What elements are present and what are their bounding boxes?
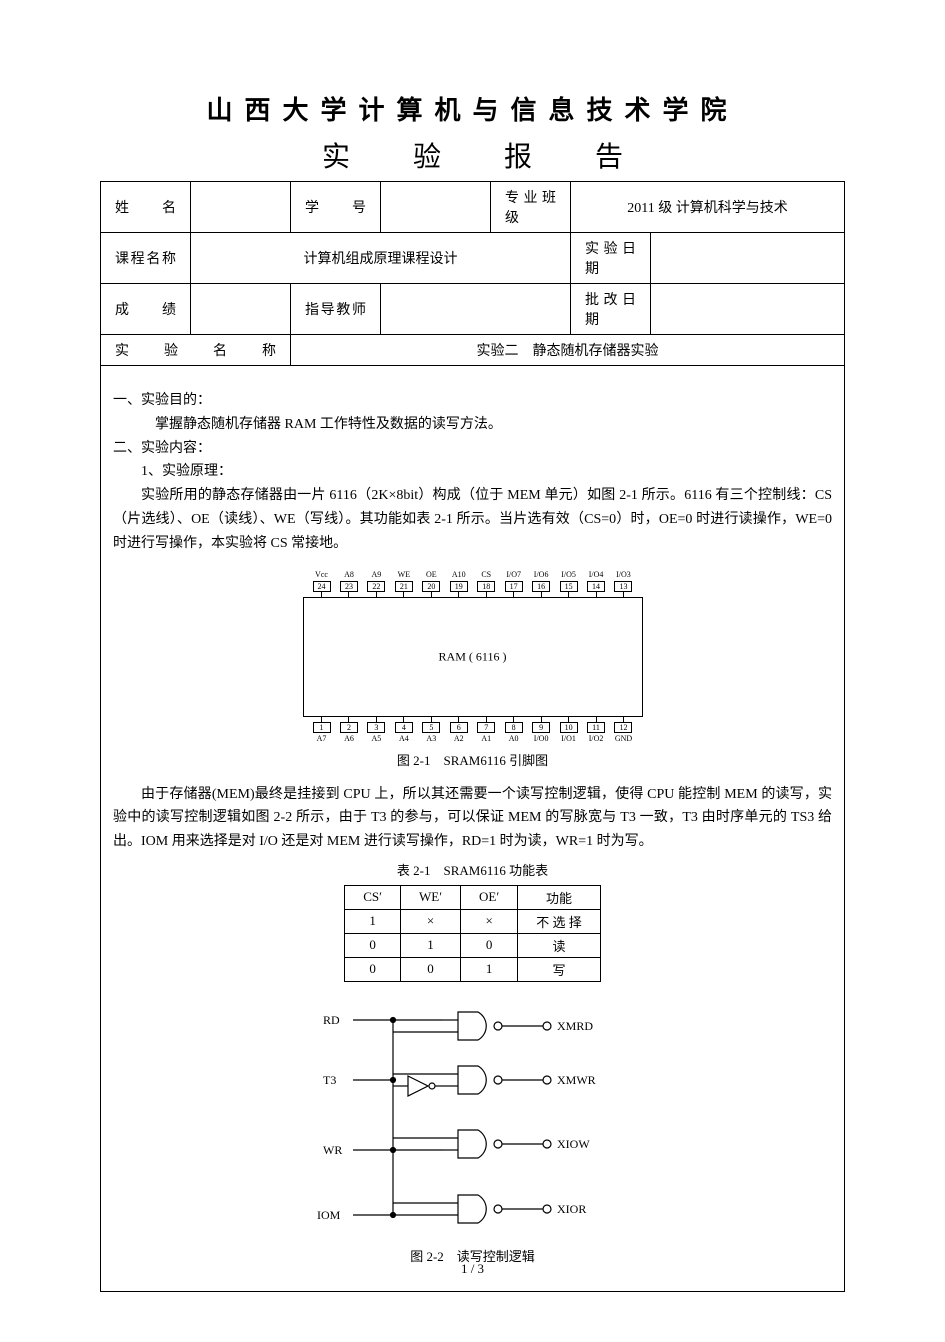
- date-value: [651, 233, 845, 284]
- fig1-caption: 图 2-1 SRAM6116 引脚图: [113, 750, 832, 769]
- name-label: 姓 名: [101, 182, 191, 233]
- info-table: 姓 名 学 号 专业班级 2011 级 计算机科学与技术 课程名称 计算机组成原…: [100, 181, 845, 366]
- chip-pin: I/O110: [556, 717, 582, 744]
- title-char: 告: [595, 135, 623, 175]
- chip-pin: OE20: [418, 570, 444, 597]
- section-purpose: 一、实验目的： 掌握静态随机存储器 RAM 工作特性及数据的读写方法。 二、实验…: [113, 389, 832, 556]
- func-table-cell: ×: [400, 909, 460, 933]
- exp-name-value: 实验二 静态随机存储器实验: [291, 335, 845, 366]
- logic-output: XIOR: [557, 1202, 586, 1216]
- func-table-cell: 1: [461, 957, 518, 981]
- chip-pin: A26: [446, 717, 472, 744]
- logic-output: XIOW: [557, 1137, 590, 1151]
- para2: 由于存储器(MEM)最终是挂接到 CPU 上，所以其还需要一个读写控制逻辑，使得…: [113, 783, 832, 854]
- chip-pin: WE21: [391, 570, 417, 597]
- title-char: 实: [322, 135, 350, 175]
- func-table-cell: 0: [345, 957, 401, 981]
- chip-pin: Vcc24: [309, 570, 335, 597]
- func-table-row: 010读: [345, 933, 601, 957]
- chip-pin: I/O211: [583, 717, 609, 744]
- logic-input: IOM: [317, 1208, 341, 1222]
- table1-caption: 表 2-1 SRAM6116 功能表: [113, 860, 832, 879]
- grade-label: 成 绩: [101, 284, 191, 335]
- doc-title: 实 验 报 告: [100, 135, 845, 175]
- chip-label: RAM ( 6116 ): [439, 649, 507, 664]
- title-char: 验: [413, 135, 441, 175]
- grade-value: [191, 284, 291, 335]
- func-table-header: 功能: [518, 885, 601, 909]
- func-table-cell: 1: [345, 909, 401, 933]
- chip-pin: I/O515: [556, 570, 582, 597]
- func-table-header: OE′: [461, 885, 518, 909]
- func-table-cell: 不 选 择: [518, 909, 601, 933]
- logic-output: XMRD: [557, 1019, 593, 1033]
- chip-pin: A17: [473, 717, 499, 744]
- chip-pin: A53: [363, 717, 389, 744]
- chip-pin: A08: [501, 717, 527, 744]
- para1: 实验所用的静态存储器由一片 6116（2K×8bit）构成（位于 MEM 单元）…: [113, 484, 832, 555]
- logic-output: XMWR: [557, 1073, 596, 1087]
- section-para2: 由于存储器(MEM)最终是挂接到 CPU 上，所以其还需要一个读写控制逻辑，使得…: [113, 783, 832, 854]
- func-table-row: 1××不 选 择: [345, 909, 601, 933]
- chip-pin: A922: [363, 570, 389, 597]
- chip-pin: I/O09: [528, 717, 554, 744]
- chip-pin: I/O414: [583, 570, 609, 597]
- chip-diagram: Vcc24A823A922WE21OE20A1019CS18I/O717I/O6…: [303, 570, 643, 744]
- func-table-header: WE′: [400, 885, 460, 909]
- pin-row-top: Vcc24A823A922WE21OE20A1019CS18I/O717I/O6…: [303, 570, 643, 597]
- chip-pin: A823: [336, 570, 362, 597]
- func-table-header: CS′: [345, 885, 401, 909]
- func-table-cell: 0: [345, 933, 401, 957]
- page-number: 1 / 3: [461, 1261, 484, 1277]
- institution-title: 山西大学计算机与信息技术学院: [100, 90, 845, 127]
- func-table: CS′WE′OE′功能 1××不 选 择010读001写: [344, 885, 601, 982]
- func-table-cell: 1: [400, 933, 460, 957]
- chip-pin: A35: [418, 717, 444, 744]
- class-label: 专业班级: [491, 182, 571, 233]
- logic-input: WR: [323, 1143, 342, 1157]
- content-box: 一、实验目的： 掌握静态随机存储器 RAM 工作特性及数据的读写方法。 二、实验…: [100, 365, 845, 1292]
- logic-diagram: RD T3 WR IOM XMRD XMWR XIOW XIOR: [293, 990, 653, 1240]
- course-value: 计算机组成原理课程设计: [191, 233, 571, 284]
- chip-pin: I/O717: [501, 570, 527, 597]
- chip-pin: A71: [309, 717, 335, 744]
- logic-input: RD: [323, 1013, 340, 1027]
- exp-name-label: 实 验 名 称: [101, 335, 291, 366]
- id-value: [381, 182, 491, 233]
- s1-text: 掌握静态随机存储器 RAM 工作特性及数据的读写方法。: [113, 413, 832, 437]
- course-label: 课程名称: [101, 233, 191, 284]
- func-table-cell: 0: [461, 933, 518, 957]
- chip-body: RAM ( 6116 ): [303, 597, 643, 717]
- s2-title: 二、实验内容：: [113, 437, 832, 461]
- date-label: 实验日期: [571, 233, 651, 284]
- title-char: 报: [504, 135, 532, 175]
- id-label: 学 号: [291, 182, 381, 233]
- name-value: [191, 182, 291, 233]
- chip-pin: CS18: [473, 570, 499, 597]
- review-value: [651, 284, 845, 335]
- s2-sub1: 1、实验原理：: [113, 460, 832, 484]
- chip-pin: A62: [336, 717, 362, 744]
- page: 山西大学计算机与信息技术学院 实 验 报 告 姓 名 学 号 专业班级 2011…: [0, 0, 945, 1342]
- pin-row-bottom: A71A62A53A44A35A26A17A08I/O09I/O110I/O21…: [303, 717, 643, 744]
- chip-pin: GND12: [610, 717, 636, 744]
- func-table-cell: 0: [400, 957, 460, 981]
- chip-pin: I/O313: [610, 570, 636, 597]
- func-table-row: 001写: [345, 957, 601, 981]
- func-table-cell: 写: [518, 957, 601, 981]
- chip-pin: I/O616: [528, 570, 554, 597]
- review-label: 批改日期: [571, 284, 651, 335]
- class-value: 2011 级 计算机科学与技术: [571, 182, 845, 233]
- logic-input: T3: [323, 1073, 336, 1087]
- teacher-value: [381, 284, 571, 335]
- chip-pin: A1019: [446, 570, 472, 597]
- func-table-cell: ×: [461, 909, 518, 933]
- s1-title: 一、实验目的：: [113, 389, 832, 413]
- func-table-cell: 读: [518, 933, 601, 957]
- chip-pin: A44: [391, 717, 417, 744]
- teacher-label: 指导教师: [291, 284, 381, 335]
